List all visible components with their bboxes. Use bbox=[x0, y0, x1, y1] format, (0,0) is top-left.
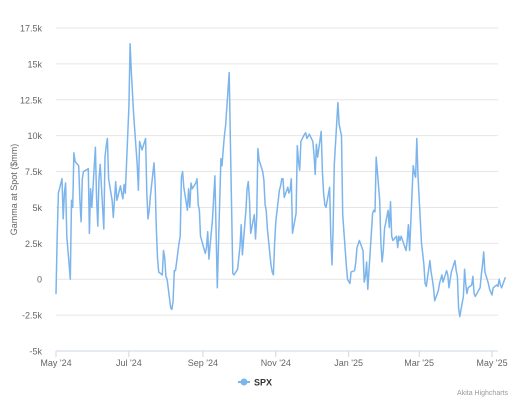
x-tick-label: Jul '24 bbox=[116, 358, 142, 368]
y-tick-label: 2.5k bbox=[25, 239, 43, 249]
y-tick-label: -5k bbox=[29, 347, 42, 357]
y-axis-title: Gamma at Spot ($mm) bbox=[9, 144, 19, 236]
series-layer bbox=[55, 43, 506, 318]
y-tick-label: 12.5k bbox=[20, 95, 43, 105]
chart-credit[interactable]: Akita Highcharts bbox=[457, 390, 508, 397]
legend-label[interactable]: SPX bbox=[254, 378, 272, 388]
y-tick-label: -2.5k bbox=[22, 311, 43, 321]
legend[interactable]: SPX bbox=[238, 378, 272, 388]
x-axis: May '24 Jul '24 Sep '24 Nov '24 Jan '25 Mar '… bbox=[40, 350, 508, 368]
y-tick-label: 17.5k bbox=[20, 24, 43, 34]
x-tick-label: May '24 bbox=[40, 358, 71, 368]
legend-marker bbox=[240, 378, 248, 386]
x-tick-label: Jan '25 bbox=[334, 358, 363, 368]
series-line-spx[interactable] bbox=[55, 43, 506, 318]
y-tick-label: 7.5k bbox=[25, 167, 43, 177]
x-tick-label: Sep '24 bbox=[188, 358, 218, 368]
y-tick-label: 10k bbox=[27, 131, 42, 141]
x-tick-label: May '25 bbox=[476, 358, 507, 368]
x-tick-label: Nov '24 bbox=[261, 358, 291, 368]
y-tick-label: 5k bbox=[32, 203, 42, 213]
x-tick-label: Mar '25 bbox=[404, 358, 434, 368]
y-tick-label: 0 bbox=[37, 275, 42, 285]
y-tick-label: 15k bbox=[27, 59, 42, 69]
y-axis: -5k -2.5k 0 2.5k 5k 7.5k 10k 12.5k 15k 17.5k bbox=[20, 24, 43, 357]
grid-layer bbox=[56, 27, 498, 352]
